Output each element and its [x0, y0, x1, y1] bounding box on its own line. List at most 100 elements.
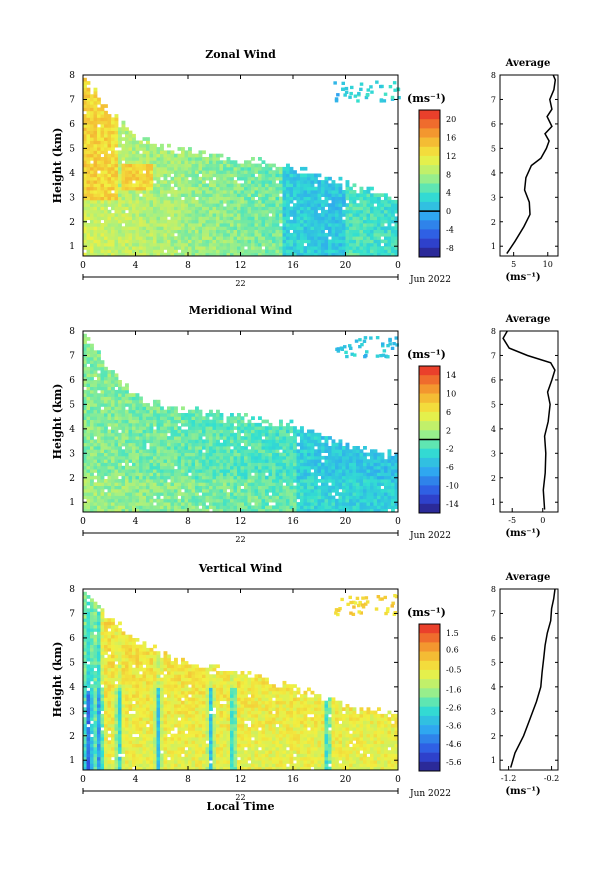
heatmap-cell	[300, 246, 304, 250]
heatmap-cell	[282, 173, 287, 178]
heatmap-cell	[230, 492, 234, 496]
heatmap-cell	[177, 229, 182, 234]
heatmap-cell	[205, 422, 210, 427]
heatmap-cell	[254, 485, 259, 490]
heatmap-cell	[335, 242, 339, 247]
heatmap-cell	[237, 236, 241, 240]
heatmap-cell	[209, 419, 213, 424]
heatmap-cell	[272, 183, 276, 188]
heatmap-cell	[296, 190, 301, 194]
heatmap-cell	[90, 173, 94, 178]
heatmap-cell	[223, 432, 227, 437]
heatmap-cell	[240, 226, 245, 230]
heatmap-cell	[233, 492, 238, 496]
heatmap-cell	[300, 183, 304, 188]
heatmap-cell	[328, 492, 332, 496]
heatmap-cell	[377, 193, 381, 197]
heatmap-cell	[188, 436, 192, 440]
heatmap-cell	[118, 462, 122, 467]
heatmap-cell	[139, 446, 143, 450]
heatmap-cell	[261, 462, 266, 467]
heatmap-cell	[321, 216, 325, 221]
heatmap-cell	[149, 226, 154, 230]
heatmap-cell	[125, 252, 129, 257]
heatmap-cell	[153, 239, 157, 244]
heatmap-cell	[202, 242, 206, 247]
heatmap-cell	[226, 479, 231, 483]
heatmap-cell	[153, 153, 157, 158]
heatmap-cell	[261, 209, 266, 214]
heatmap-cell	[153, 190, 157, 194]
heatmap-cell	[247, 498, 252, 503]
heatmap-cell	[139, 426, 143, 430]
heatmap-cell	[226, 459, 231, 463]
heatmap-cell	[86, 356, 91, 361]
heatmap-cell	[258, 452, 262, 457]
heatmap-cell	[170, 455, 175, 460]
heatmap-cell	[265, 252, 269, 257]
heatmap-cell	[205, 176, 210, 181]
heatmap-cell	[121, 124, 126, 128]
heatmap-cell	[107, 186, 112, 191]
heatmap-cell	[233, 166, 238, 171]
heatmap-cell	[275, 193, 280, 197]
heatmap-cell	[373, 223, 378, 227]
heatmap-cell	[139, 160, 143, 164]
heatmap-cell	[212, 488, 217, 493]
heatmap-cell	[132, 502, 136, 506]
heatmap-cell	[219, 495, 224, 500]
heatmap-cell	[139, 432, 143, 437]
heatmap-cell	[86, 91, 91, 95]
heatmap-cell	[226, 439, 231, 444]
heatmap-cell	[219, 216, 224, 221]
heatmap-cell	[251, 239, 255, 244]
heatmap-cell	[139, 252, 143, 257]
heatmap-cell	[86, 343, 91, 348]
heatmap-cell	[83, 193, 87, 197]
heatmap-cell	[125, 446, 129, 450]
heatmap-cell	[202, 246, 206, 250]
heatmap-cell	[163, 475, 168, 480]
heatmap-cell	[111, 199, 115, 204]
heatmap-cell	[97, 488, 101, 493]
heatmap-cell	[111, 429, 115, 434]
heatmap-cell	[118, 492, 122, 496]
heatmap-cell	[97, 229, 101, 234]
heatmap-cell	[111, 160, 115, 164]
heatmap-cell	[195, 446, 199, 450]
heatmap-cell	[356, 249, 360, 254]
heatmap-cell	[139, 232, 143, 237]
heatmap-cell	[324, 439, 329, 444]
heatmap-cell	[170, 209, 175, 214]
heatmap-cell	[86, 137, 91, 141]
heatmap-cell	[275, 502, 280, 506]
heatmap-cell	[149, 416, 154, 420]
heatmap-cell	[279, 183, 283, 188]
heatmap-cell	[279, 442, 283, 447]
heatmap-cell	[181, 166, 185, 171]
heatmap-cell	[93, 213, 98, 217]
heatmap-cell	[139, 498, 143, 503]
heatmap-cell	[146, 147, 150, 151]
heatmap-cell	[121, 485, 126, 490]
heatmap-cell	[107, 133, 112, 138]
heatmap-cell	[370, 249, 374, 254]
heatmap-cell	[181, 472, 185, 477]
heatmap-cell	[314, 193, 318, 197]
heatmap-cell	[170, 429, 175, 434]
heatmap-cell	[202, 442, 206, 447]
heatmap-cell	[258, 479, 262, 483]
heatmap-cell	[307, 436, 311, 440]
heatmap-cell	[188, 249, 192, 254]
heatmap-cell	[265, 442, 269, 447]
heatmap-cell	[93, 252, 98, 257]
heatmap-cell	[128, 157, 133, 161]
heatmap-cell	[121, 406, 126, 411]
heatmap-cell	[338, 199, 343, 204]
colorbar-tick-label: 12	[446, 152, 456, 161]
heatmap-cell	[83, 120, 87, 125]
heatmap-cell	[300, 436, 304, 440]
heatmap-cell	[177, 439, 182, 444]
heatmap-cell	[121, 465, 126, 470]
heatmap-cell	[114, 462, 119, 467]
